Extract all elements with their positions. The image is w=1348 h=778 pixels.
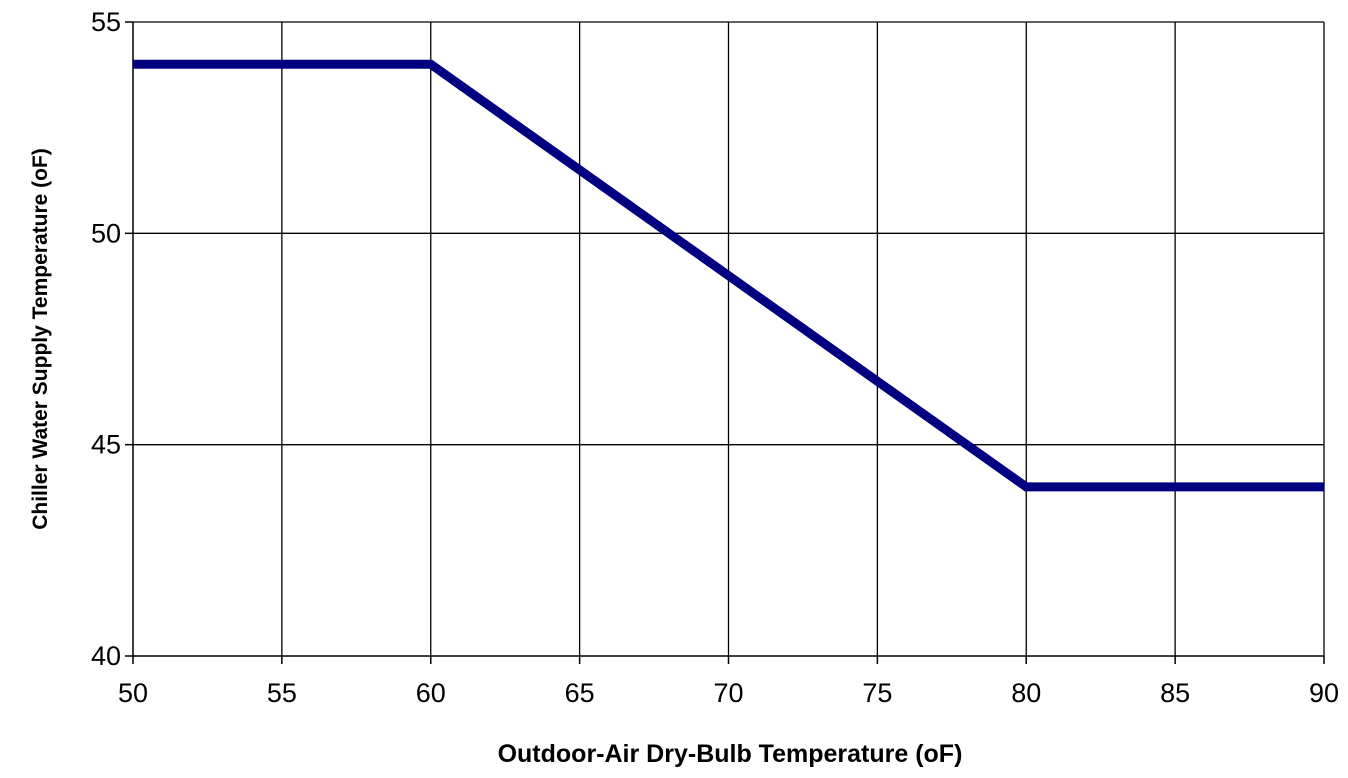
x-tick-label: 60 xyxy=(416,678,446,708)
x-tick-label: 50 xyxy=(118,678,148,708)
x-tick-label: 65 xyxy=(565,678,595,708)
x-tick-label: 80 xyxy=(1011,678,1041,708)
x-tick-label: 70 xyxy=(713,678,743,708)
y-tick-label: 45 xyxy=(91,430,121,460)
x-tick-label: 75 xyxy=(862,678,892,708)
series-layer xyxy=(133,59,1324,492)
x-tick-labels: 50 55 60 65 70 75 80 85 90 xyxy=(118,678,1339,708)
y-tick-label: 55 xyxy=(91,7,121,37)
x-tick-label: 85 xyxy=(1160,678,1190,708)
y-tick-label: 40 xyxy=(91,641,121,671)
grid-lines xyxy=(133,21,1325,656)
axes xyxy=(125,21,1325,664)
x-tick-label: 90 xyxy=(1309,678,1339,708)
y-tick-label: 50 xyxy=(91,218,121,248)
x-axis-title: Outdoor-Air Dry-Bulb Temperature (oF) xyxy=(498,740,963,768)
series-line xyxy=(133,59,1324,492)
y-axis-title: Chiller Water Supply Temperature (oF) xyxy=(29,148,52,530)
y-tick-labels: 40 45 50 55 xyxy=(91,7,121,671)
x-tick-label: 55 xyxy=(267,678,297,708)
